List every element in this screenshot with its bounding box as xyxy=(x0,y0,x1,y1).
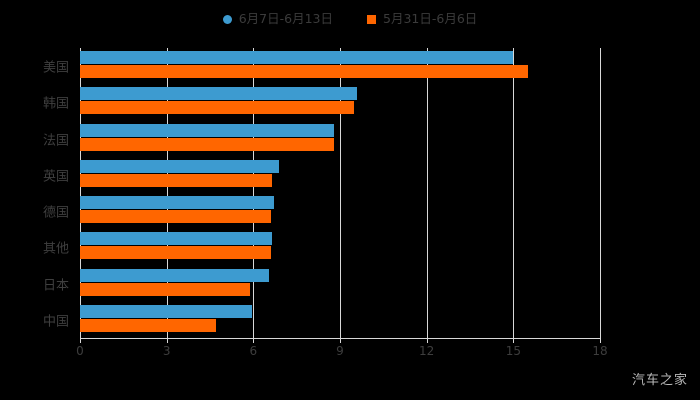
bar-1-5[interactable] xyxy=(80,246,271,260)
legend-entry-0[interactable]: 6月7日-6月13日 xyxy=(222,10,333,26)
bar-1-4[interactable] xyxy=(80,210,271,223)
y-axis-label-7: 中国 xyxy=(42,314,69,330)
category-row: 德国 xyxy=(43,193,600,229)
watermark: 汽车之家 xyxy=(631,373,688,388)
tick-mark-12 xyxy=(426,338,428,343)
tick-mark-18 xyxy=(600,338,601,343)
bar-0-1[interactable] xyxy=(80,87,358,101)
category-row: 英国 xyxy=(43,157,600,193)
y-axis-label-1: 韩国 xyxy=(42,96,69,112)
legend-swatch-icon-0 xyxy=(222,14,232,24)
y-axis-label-0: 美国 xyxy=(42,60,69,76)
tick-mark-3 xyxy=(166,338,168,343)
chart-legend: 6月7日-6月13日 5月31日-6月6日 xyxy=(0,8,700,30)
y-axis-label-3: 英国 xyxy=(42,169,69,185)
x-tick-label-0: 0 xyxy=(76,344,84,358)
bar-0-6[interactable] xyxy=(80,268,270,282)
bar-0-4[interactable] xyxy=(80,196,274,209)
bar-1-6[interactable] xyxy=(80,282,251,296)
bar-1-0[interactable] xyxy=(80,65,528,78)
x-tick-label-9: 9 xyxy=(336,344,344,358)
legend-label-0: 6月7日-6月13日 xyxy=(238,10,333,26)
gridline-6 xyxy=(253,48,255,338)
bar-1-2[interactable] xyxy=(80,137,335,151)
category-row: 美国 xyxy=(43,48,600,84)
category-row: 中国 xyxy=(43,302,600,338)
gridline-15 xyxy=(513,48,515,338)
x-tick-label-3: 3 xyxy=(162,344,171,358)
gridline-9 xyxy=(340,48,341,338)
bar-0-0[interactable] xyxy=(80,51,514,64)
category-row: 韩国 xyxy=(43,84,600,120)
bar-0-2[interactable] xyxy=(80,123,335,137)
tick-mark-9 xyxy=(340,338,341,343)
gridline-18 xyxy=(600,48,601,338)
x-tick-label-12: 12 xyxy=(419,344,435,358)
category-row: 日本 xyxy=(43,266,600,302)
legend-swatch-icon-1 xyxy=(367,14,376,24)
x-tick-label-15: 15 xyxy=(505,344,521,358)
bar-0-7[interactable] xyxy=(80,304,252,318)
y-axis-label-6: 日本 xyxy=(42,278,69,294)
bar-0-3[interactable] xyxy=(80,159,280,173)
tick-mark-15 xyxy=(513,338,515,343)
category-row: 法国 xyxy=(43,121,600,157)
y-axis-label-4: 德国 xyxy=(42,205,69,221)
tick-mark-0 xyxy=(80,338,81,343)
tick-mark-6 xyxy=(253,338,255,343)
category-row: 其他 xyxy=(43,229,600,265)
gridline-12 xyxy=(426,48,428,338)
plot-area: 美国韩国法国英国德国其他日本中国 xyxy=(43,48,601,338)
bar-0-5[interactable] xyxy=(80,232,273,246)
y-axis-label-5: 其他 xyxy=(42,241,69,257)
gridline-0 xyxy=(80,48,81,338)
bar-1-1[interactable] xyxy=(80,101,355,115)
bar-1-7[interactable] xyxy=(80,318,216,332)
x-tick-label-6: 6 xyxy=(249,344,258,358)
x-tick-label-18: 18 xyxy=(592,344,608,358)
legend-label-1: 5月31日-6月6日 xyxy=(383,10,478,26)
gridline-3 xyxy=(166,48,168,338)
legend-entry-1[interactable]: 5月31日-6月6日 xyxy=(367,10,478,26)
bar-1-3[interactable] xyxy=(80,173,273,187)
y-axis-label-2: 法国 xyxy=(42,133,69,149)
